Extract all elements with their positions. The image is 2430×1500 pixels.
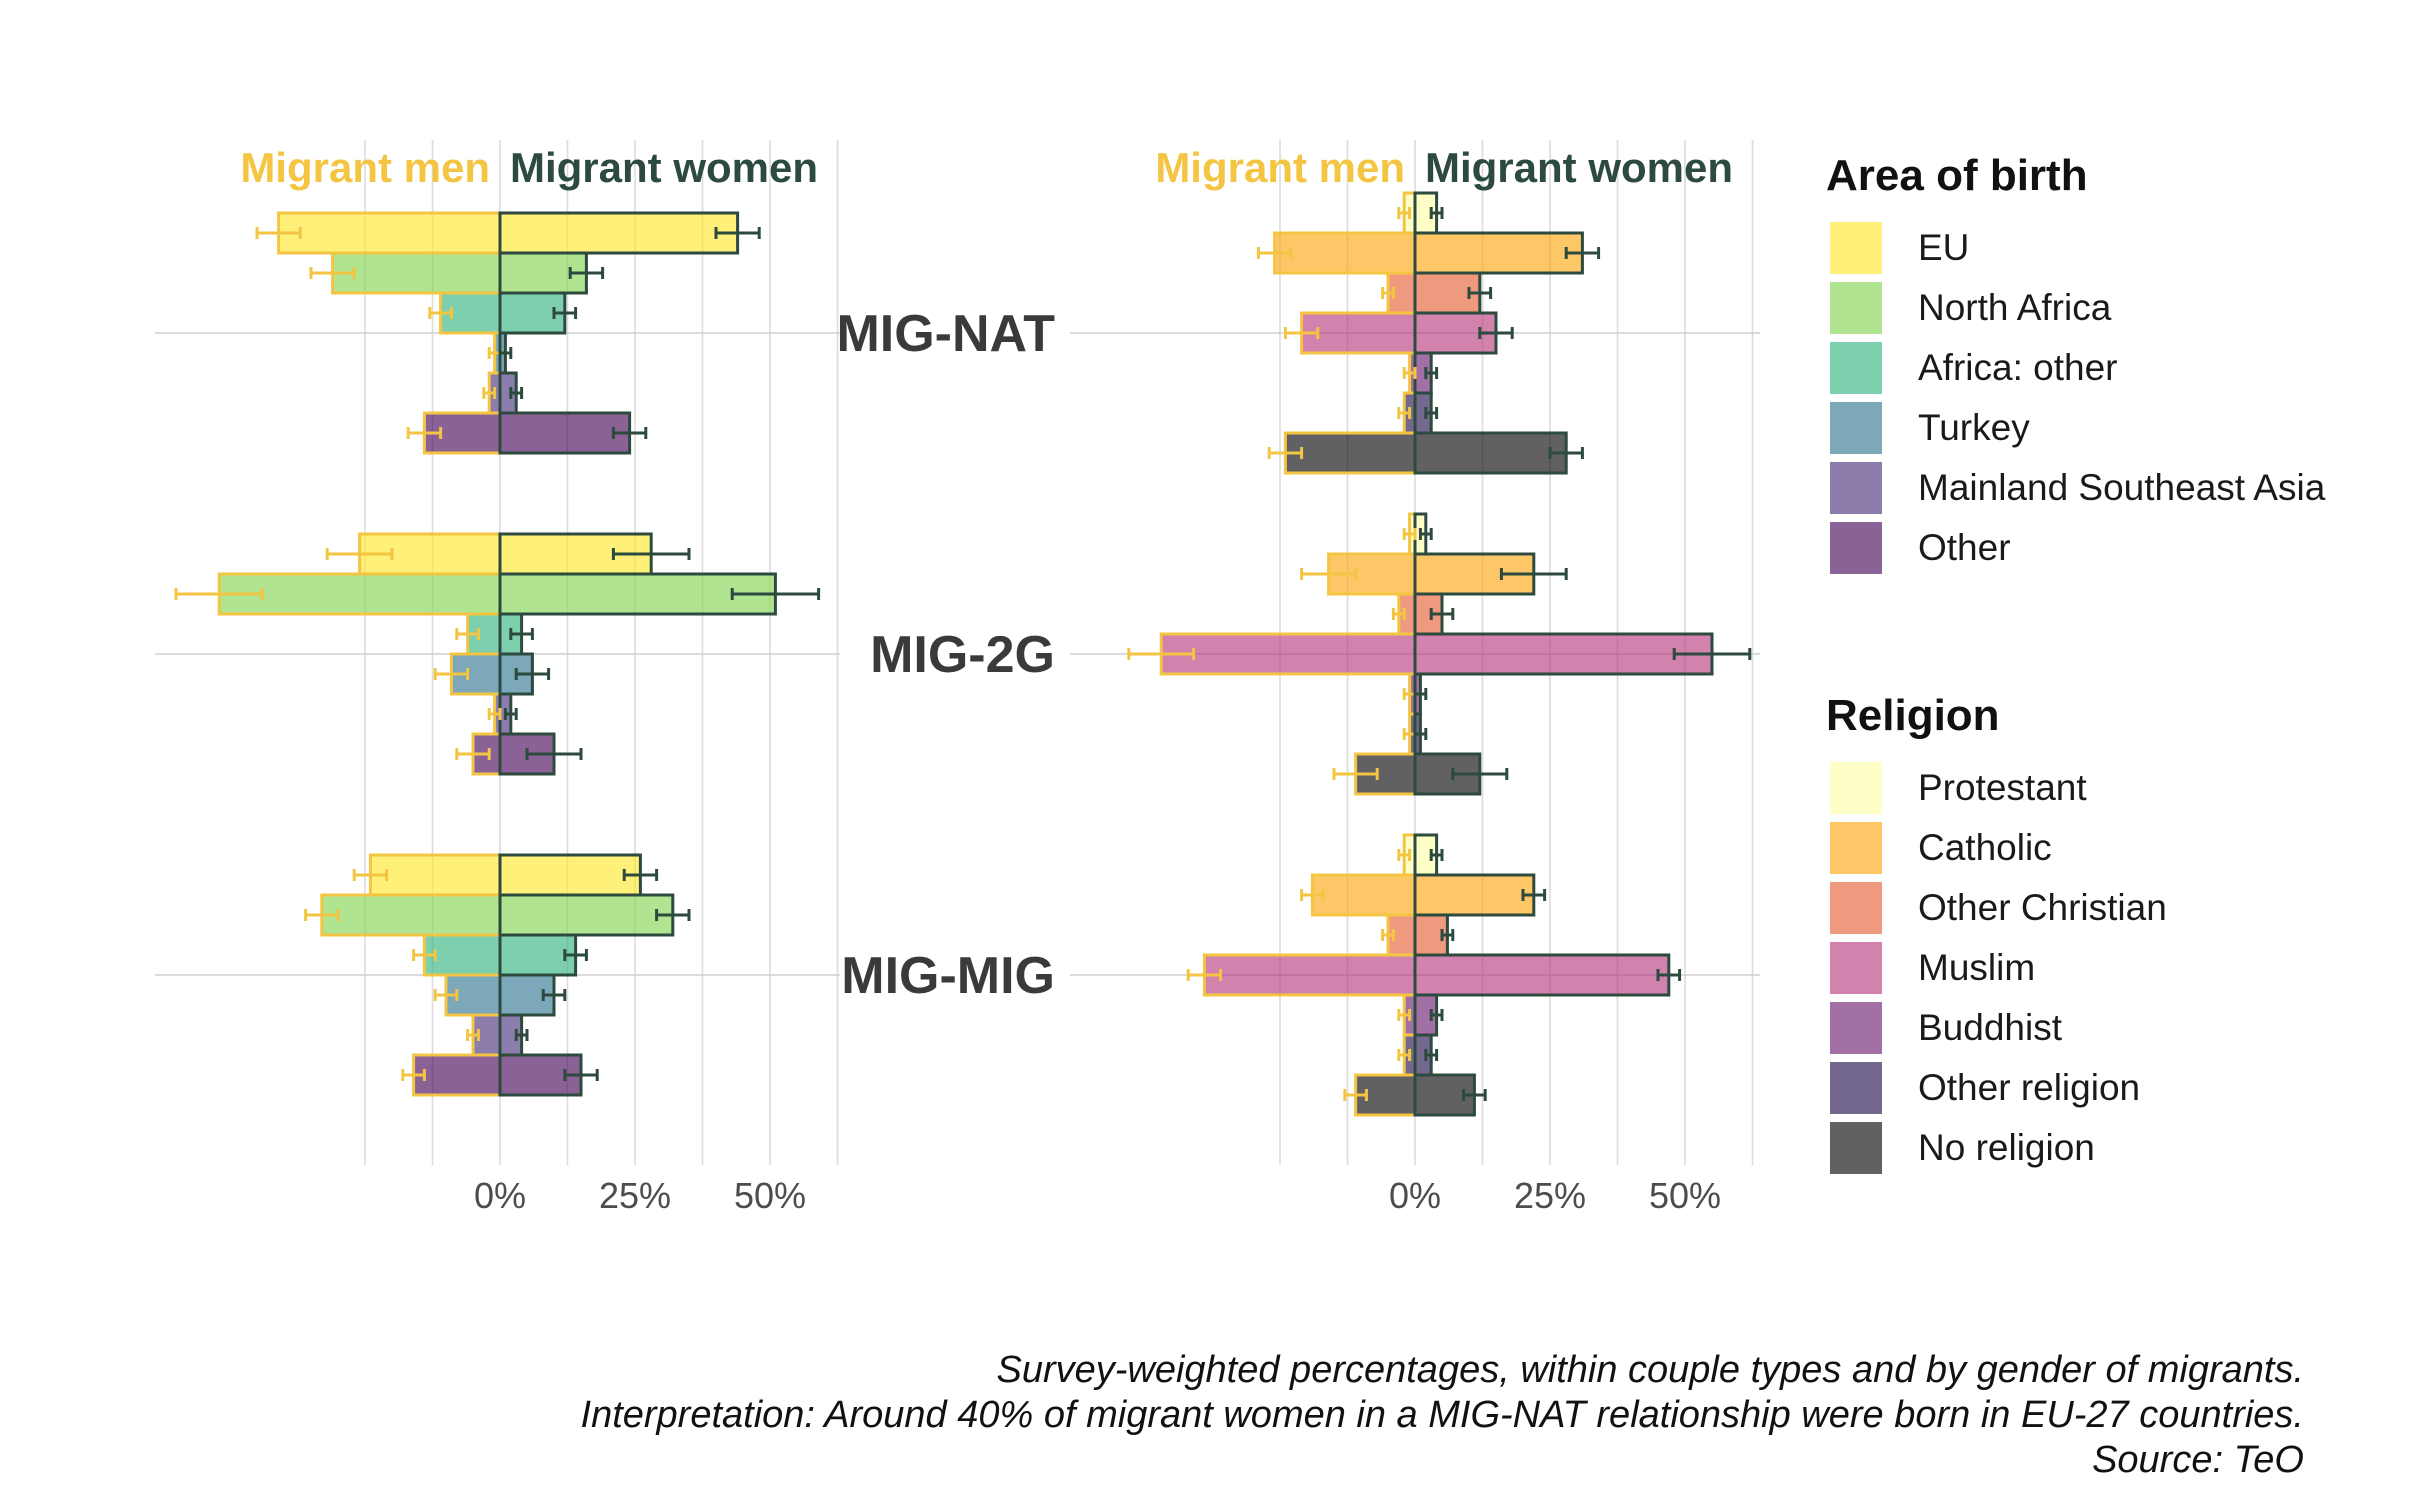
- bar-women-eu: [498, 853, 642, 897]
- x-tick-label: 50%: [1649, 1175, 1721, 1216]
- legend-key-other-religion: [1830, 1062, 1882, 1114]
- bar-women-north-africa: [498, 893, 675, 937]
- legend-area-of-birth: Area of birth EU North Africa Africa: other…: [1826, 151, 2326, 574]
- legend-label-no-religion: No religion: [1918, 1127, 2095, 1168]
- bar-group-mig-nat: [255, 211, 761, 455]
- legend-label-muslim: Muslim: [1918, 947, 2035, 988]
- bar-men-no-religion: [1283, 431, 1417, 475]
- bar-men-north-africa: [320, 893, 502, 937]
- bar-group-mig-nat: [1256, 191, 1601, 475]
- caption-line-2: Interpretation: Around 40% of migrant wo…: [580, 1394, 2304, 1436]
- legend-key-other-christian: [1830, 882, 1882, 934]
- legend-religion: Religion Protestant Catholic Other Christia…: [1826, 691, 2167, 1174]
- grid-panel-1: [155, 140, 840, 1165]
- legend-key-turkey: [1830, 402, 1882, 454]
- x-tick-label: 0%: [1389, 1175, 1441, 1216]
- bar-men-catholic: [1273, 231, 1417, 275]
- chart-caption: Survey-weighted percentages, within coup…: [581, 1348, 2304, 1483]
- legend-label-other: Other: [1918, 527, 2011, 568]
- panel-area-of-birth: Migrant men Migrant women 0% 25% 50%: [174, 144, 821, 1216]
- bar-women-catholic: [1413, 231, 1584, 275]
- caption-line-3: Source: TeO: [2092, 1439, 2304, 1481]
- bar-group-mig-2g: [174, 532, 821, 776]
- x-tick-label: 50%: [734, 1175, 806, 1216]
- bar-women-muslim: [1413, 632, 1714, 676]
- legend-key-buddhist: [1830, 1002, 1882, 1054]
- panel-religion: Migrant men Migrant women 0% 25% 50%: [1127, 144, 1752, 1216]
- legend-label-protestant: Protestant: [1918, 767, 2087, 808]
- header-migrant-women: Migrant women: [1425, 144, 1733, 191]
- bar-men-catholic: [1310, 873, 1417, 917]
- legend-title: Religion: [1826, 691, 2000, 740]
- legend-key-no-religion: [1830, 1122, 1882, 1174]
- legend-label-catholic: Catholic: [1918, 827, 2052, 868]
- bar-men-muslim: [1159, 632, 1417, 676]
- bar-men-eu: [368, 853, 502, 897]
- couple-type-label-mig-2g: MIG-2G: [870, 626, 1055, 684]
- header-migrant-women: Migrant women: [510, 144, 818, 191]
- bar-men-eu: [277, 211, 502, 255]
- bar-men-other: [412, 1053, 502, 1097]
- bar-women-catholic: [1413, 873, 1536, 917]
- bar-women-turkey: [498, 652, 534, 696]
- bar-group-mig-mig: [1186, 833, 1682, 1117]
- legend-key-other: [1830, 522, 1882, 574]
- legend-label-buddhist: Buddhist: [1918, 1007, 2063, 1048]
- legend-key-catholic: [1830, 822, 1882, 874]
- legend-key-eu: [1830, 222, 1882, 274]
- legend-label-north-africa: North Africa: [1918, 287, 2112, 328]
- bar-men-north-africa: [331, 251, 502, 295]
- legend-key-africa-other: [1830, 342, 1882, 394]
- legend-label-other-religion: Other religion: [1918, 1067, 2140, 1108]
- bar-women-no-religion: [1413, 431, 1568, 475]
- couple-type-label-mig-mig: MIG-MIG: [841, 947, 1055, 1005]
- bar-group-mig-2g: [1127, 512, 1752, 796]
- bar-men-muslim: [1202, 953, 1417, 997]
- bar-women-other: [498, 411, 632, 455]
- x-tick-label: 25%: [599, 1175, 671, 1216]
- legend-key-mainland-southeast-asia: [1830, 462, 1882, 514]
- legend-label-other-christian: Other Christian: [1918, 887, 2167, 928]
- header-migrant-men: Migrant men: [1155, 144, 1405, 191]
- bar-women-muslim: [1413, 953, 1671, 997]
- legend-title: Area of birth: [1826, 151, 2088, 200]
- legend-label-eu: EU: [1918, 227, 1969, 268]
- legend-label-turkey: Turkey: [1918, 407, 2030, 448]
- bar-women-eu: [498, 211, 740, 255]
- couple-type-label-mig-nat: MIG-NAT: [836, 305, 1055, 363]
- bar-group-mig-mig: [304, 853, 691, 1097]
- legend-key-protestant: [1830, 762, 1882, 814]
- caption-line-1: Survey-weighted percentages, within coup…: [996, 1349, 2304, 1391]
- legend-label-mainland-southeast-asia: Mainland Southeast Asia: [1918, 467, 2326, 508]
- legend-label-africa-other: Africa: other: [1918, 347, 2117, 388]
- legend-key-north-africa: [1830, 282, 1882, 334]
- x-tick-label: 25%: [1514, 1175, 1586, 1216]
- header-migrant-men: Migrant men: [240, 144, 490, 191]
- x-tick-label: 0%: [474, 1175, 526, 1216]
- legend-key-muslim: [1830, 942, 1882, 994]
